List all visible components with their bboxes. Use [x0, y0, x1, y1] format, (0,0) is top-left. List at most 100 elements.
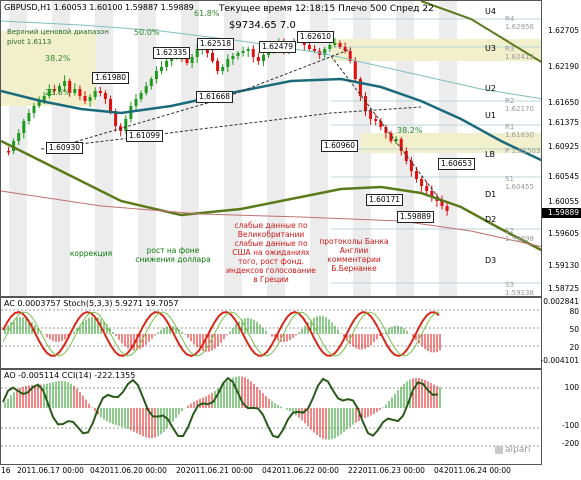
ao-cci-pane[interactable]: AO -0.005114 CCI(14) -222.1355 alpari: [0, 369, 542, 465]
ma-olive: [1, 139, 541, 252]
price-chart-svg: [1, 1, 541, 296]
time-tick: 2011.06.21 00:00: [186, 466, 253, 475]
fib-382-right: 38.2%: [397, 126, 423, 135]
candle-body: [358, 79, 362, 96]
candle-body: [42, 96, 46, 101]
level-d3: D3: [485, 256, 497, 265]
alpari-logo-icon: [495, 445, 503, 454]
candle-body: [165, 61, 169, 67]
candle-body: [379, 121, 383, 127]
cci-line: [2, 376, 439, 439]
price-box-1-62518: 1.62518: [197, 38, 235, 50]
alpari-text: alpari: [505, 445, 531, 455]
price-box-1-61099: 1.61099: [126, 130, 164, 142]
time-tick: 04: [90, 466, 100, 475]
ao-tick: 100: [564, 383, 579, 392]
fib-382-top: 38.2%: [45, 54, 71, 63]
price-tick: 1.60055: [547, 197, 579, 206]
pivot-label: pivot 1.6113: [7, 38, 52, 46]
price-tick: 1.61650: [547, 98, 579, 107]
candle-body: [154, 71, 158, 79]
candle-body: [134, 99, 138, 106]
candle-body: [114, 111, 118, 126]
candle-body: [88, 97, 92, 101]
candle-body: [216, 61, 220, 71]
candle-body: [430, 191, 434, 197]
ac-axis: 0.002841 80 50 20 -0.004101: [540, 297, 581, 369]
candle-body: [415, 171, 418, 179]
time-axis: 16 2011.06.17 00:00 04 2011.06.20 00:00 …: [0, 465, 542, 480]
candle-body: [231, 56, 235, 59]
candle-body: [78, 89, 82, 96]
candle-body: [98, 91, 102, 93]
right-level-s3: S3 1.59138: [505, 281, 534, 297]
right-level-r3: R3 1.62413: [505, 45, 534, 61]
price-box-1-61980: 1.61980: [92, 72, 130, 84]
candle-body: [338, 43, 342, 47]
price-tick: 1.59605: [547, 229, 579, 238]
level-u3: U3: [485, 44, 496, 53]
price-tick: 1.62190: [547, 62, 579, 71]
balance-suffix: 7.0: [279, 20, 296, 31]
candle-body: [68, 81, 72, 93]
ac-tick: -0.004101: [540, 356, 580, 365]
candle-body: [256, 57, 260, 61]
candle-body: [353, 61, 357, 79]
time-tick: 16: [1, 466, 11, 475]
level-d1: D1: [485, 190, 497, 199]
ao-tick: -100: [561, 421, 579, 430]
stoch-signal-line: [2, 311, 440, 357]
candle-body: [63, 81, 67, 86]
price-box-1-62335: 1.62335: [153, 47, 191, 59]
balance-value: $9734.65: [229, 20, 277, 31]
candle-body: [251, 49, 255, 57]
candle-body: [409, 161, 413, 171]
candle-body: [343, 47, 347, 51]
candle-body: [103, 93, 107, 99]
session-stripe: [181, 1, 199, 296]
price-chart-pane[interactable]: GBPUSD,H1 1.60053 1.60100 1.59887 1.5988…: [0, 0, 542, 297]
candle-body: [262, 55, 265, 61]
session-stripe: [310, 1, 328, 296]
session-stripe: [138, 1, 156, 296]
price-tick: 1.60545: [547, 172, 579, 181]
channel-label: Верхний ценовой диапазон: [7, 28, 109, 36]
right-level-r1: R1 1.61830: [505, 123, 534, 139]
ac-tick: 50: [569, 325, 579, 334]
candle-body: [37, 101, 41, 106]
time-tick: 2011.06.24 00:00: [444, 466, 511, 475]
server-time: Текущее время 12:18:15 Плечо 500 Спред 2…: [219, 4, 434, 14]
candle-body: [440, 201, 444, 206]
ac-tick: 80: [569, 307, 579, 316]
candle-body: [7, 151, 10, 153]
candle-body: [124, 119, 128, 131]
right-level-s1: S1 1.60455: [505, 175, 534, 191]
price-tick: 1.58725: [547, 284, 579, 293]
candle-body: [420, 179, 424, 186]
candle-body: [307, 45, 311, 49]
level-u1: U1: [485, 111, 496, 120]
time-tick: 04: [262, 466, 272, 475]
current-price-marker: 1.59889: [542, 208, 581, 218]
price-box-1-59889: 1.59889: [397, 211, 435, 223]
time-tick: 2011.06.20 00:00: [100, 466, 167, 475]
candle-body: [109, 99, 112, 111]
candle-body: [399, 139, 403, 151]
candle-body: [195, 49, 199, 57]
ac-stoch-pane[interactable]: AC 0.0003757 Stoch(5,3,3) 5.9271 19.7057: [0, 297, 542, 369]
alpari-watermark: alpari: [495, 445, 530, 455]
candle-body: [144, 86, 148, 93]
candle-body: [190, 57, 194, 63]
candle-body: [425, 186, 429, 191]
balance-label: $9734.65 7.0: [229, 20, 296, 31]
session-stripe: [267, 1, 285, 296]
fib-236: 23.6%: [45, 88, 71, 97]
note-dollar: рост на фоне снижения доллара: [135, 246, 211, 264]
right-level-r2: R2 1.62170: [505, 97, 534, 113]
level-d2: D2: [485, 215, 497, 224]
price-tick: 1.59130: [547, 261, 579, 270]
candle-body: [185, 59, 189, 63]
ac-tick: 20: [569, 343, 579, 352]
fib-618: 61.8%: [194, 9, 220, 18]
range-band: [331, 39, 541, 61]
